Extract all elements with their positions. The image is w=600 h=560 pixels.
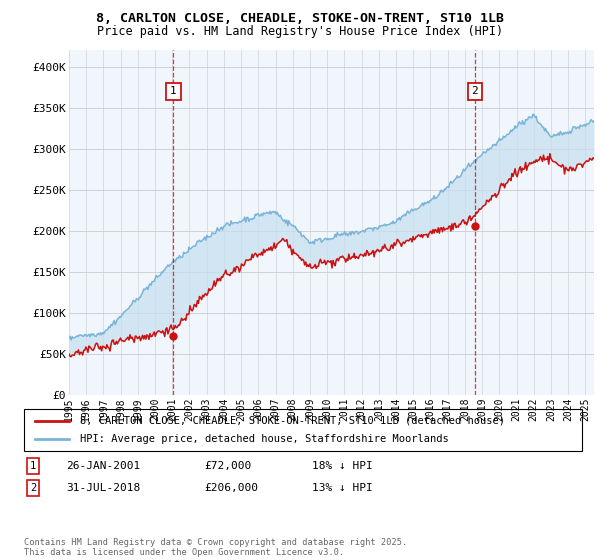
Text: 26-JAN-2001: 26-JAN-2001 — [66, 461, 140, 471]
Text: £206,000: £206,000 — [204, 483, 258, 493]
Text: 1: 1 — [30, 461, 36, 471]
Text: 2: 2 — [30, 483, 36, 493]
Text: £72,000: £72,000 — [204, 461, 251, 471]
Text: Price paid vs. HM Land Registry's House Price Index (HPI): Price paid vs. HM Land Registry's House … — [97, 25, 503, 38]
Text: 2: 2 — [472, 86, 478, 96]
Text: 8, CARLTON CLOSE, CHEADLE, STOKE-ON-TRENT, ST10 1LB (detached house): 8, CARLTON CLOSE, CHEADLE, STOKE-ON-TREN… — [80, 416, 505, 426]
Text: 13% ↓ HPI: 13% ↓ HPI — [312, 483, 373, 493]
Text: 8, CARLTON CLOSE, CHEADLE, STOKE-ON-TRENT, ST10 1LB: 8, CARLTON CLOSE, CHEADLE, STOKE-ON-TREN… — [96, 12, 504, 25]
Text: 1: 1 — [170, 86, 177, 96]
Text: HPI: Average price, detached house, Staffordshire Moorlands: HPI: Average price, detached house, Staf… — [80, 434, 449, 444]
Text: Contains HM Land Registry data © Crown copyright and database right 2025.
This d: Contains HM Land Registry data © Crown c… — [24, 538, 407, 557]
Text: 31-JUL-2018: 31-JUL-2018 — [66, 483, 140, 493]
Text: 18% ↓ HPI: 18% ↓ HPI — [312, 461, 373, 471]
